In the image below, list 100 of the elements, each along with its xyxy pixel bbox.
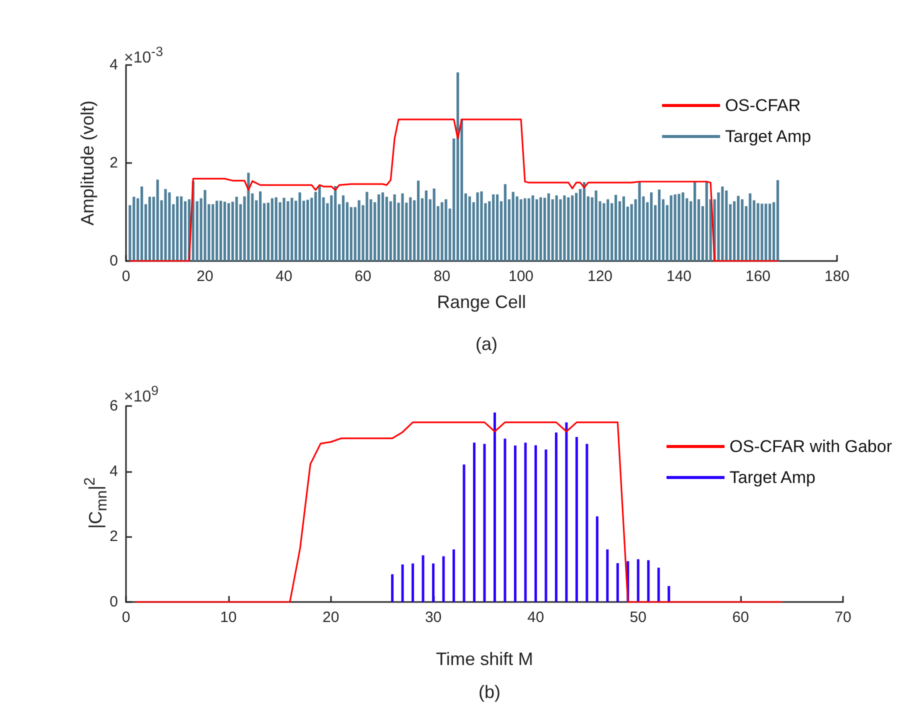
bar [555,195,558,261]
bar [176,196,179,261]
x-tick-label: 20 [196,268,214,285]
bar [473,442,476,602]
legend-label: Target Amp [725,127,812,146]
bar [602,203,606,261]
x-tick-label: 100 [508,268,534,285]
bar [492,194,495,261]
bar [148,196,152,261]
bar [483,444,486,602]
bar [442,556,445,602]
bar [622,196,626,261]
bar [385,196,388,261]
x-tick-label: 120 [587,268,613,285]
bar [132,196,136,261]
bar [668,586,670,602]
y-tick-label: 0 [110,594,118,610]
bar [266,202,270,261]
bar [512,192,514,261]
bar [586,444,588,602]
bar [422,555,424,602]
bar [444,199,448,261]
bar [452,549,456,602]
bar [342,195,345,261]
bar [424,190,428,261]
bar [432,188,436,261]
bar [606,199,610,261]
bar [358,200,360,261]
bar [559,199,562,261]
bar [614,194,618,261]
y-axis-title: Amplitude (volt) [78,100,98,226]
y-tick-label: 2 [110,154,118,172]
legend-label: Target Amp [730,468,816,487]
bar [567,197,570,261]
bar [286,201,290,261]
bar [532,195,534,261]
bar [180,196,183,261]
bar [168,192,171,261]
bar [377,194,380,261]
x-tick-label: 40 [276,268,292,285]
bar [539,197,542,261]
bar [693,182,696,261]
bar [401,193,404,261]
bar [274,197,278,261]
y-tick-label: 4 [110,462,118,480]
x-tick-label: 20 [322,609,340,626]
bar [544,449,548,602]
x-tick-label: 180 [824,268,850,285]
bar [756,203,760,261]
bar [524,198,526,261]
x-tick-label: 80 [434,268,450,285]
text: (a) [476,334,498,354]
bar [493,412,496,602]
bar [528,198,530,261]
bar [440,202,444,261]
bar [476,192,479,261]
x-axis-title: Range Cell [436,292,526,312]
bar [658,189,661,261]
bar [657,568,660,602]
bar [776,180,780,261]
text: (b) [478,682,500,702]
bar [462,464,466,602]
bar [504,438,506,602]
bar [554,432,558,602]
bar [524,442,527,602]
bar [216,200,218,261]
bar [650,192,653,261]
bar [318,186,321,261]
bar [606,549,609,602]
bar [534,445,537,602]
annotation: ×10$^{-3}$ [124,44,163,68]
legend-label: OS-CFAR [725,96,801,115]
bar [705,182,708,261]
x-tick-label: 0 [122,609,130,626]
bar [140,186,144,261]
bar [409,197,412,261]
bar [416,180,420,261]
y-tick-label: 2 [110,528,118,546]
bar [258,191,262,261]
bar [516,196,518,261]
bar [290,198,294,261]
bar [496,194,499,261]
bar [235,196,238,261]
bar [594,190,598,261]
text: ×10$^{9}$ [124,383,159,406]
x-tick-label: 30 [424,609,442,626]
x-tick-label: 50 [630,609,646,626]
bar [270,198,274,261]
bar [760,204,764,261]
bar [764,204,768,261]
bar [768,204,772,261]
bar [480,191,483,261]
x-tick-label: 140 [666,268,692,285]
bar [432,563,435,602]
bar [393,194,396,261]
bar [543,198,546,261]
bar [401,564,404,602]
bar [565,422,568,602]
bar [563,195,566,261]
bar [219,200,222,261]
